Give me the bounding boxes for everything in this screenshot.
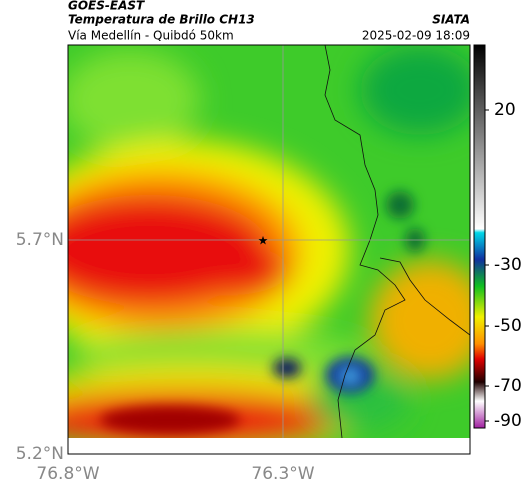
border bbox=[324, 45, 406, 438]
satellite-image bbox=[68, 45, 470, 438]
marker-star: ★ bbox=[258, 234, 269, 248]
title: GOES-EAST bbox=[68, 0, 145, 13]
source: SIATA bbox=[432, 13, 470, 27]
map-frame bbox=[67, 44, 471, 455]
colorbar-label: -90 bbox=[494, 411, 522, 431]
colorbar bbox=[473, 44, 486, 429]
lat-label: 5.7°N bbox=[16, 230, 64, 250]
location: Vía Medellín - Quibdó 50km bbox=[68, 29, 234, 43]
datetime: 2025-02-09 18:09 bbox=[362, 29, 470, 43]
border bbox=[379, 257, 470, 336]
lat-label: 5.2°N bbox=[16, 444, 64, 464]
subtitle: Temperatura de Brillo CH13 bbox=[68, 13, 255, 27]
colorbar-label: -30 bbox=[494, 255, 522, 275]
colorbar-label: 20 bbox=[494, 100, 516, 120]
colorbar-label: -50 bbox=[494, 316, 522, 336]
colorbar-label: -70 bbox=[494, 376, 522, 396]
lon-label: 76.8°W bbox=[36, 464, 99, 484]
lon-label: 76.3°W bbox=[251, 464, 314, 484]
